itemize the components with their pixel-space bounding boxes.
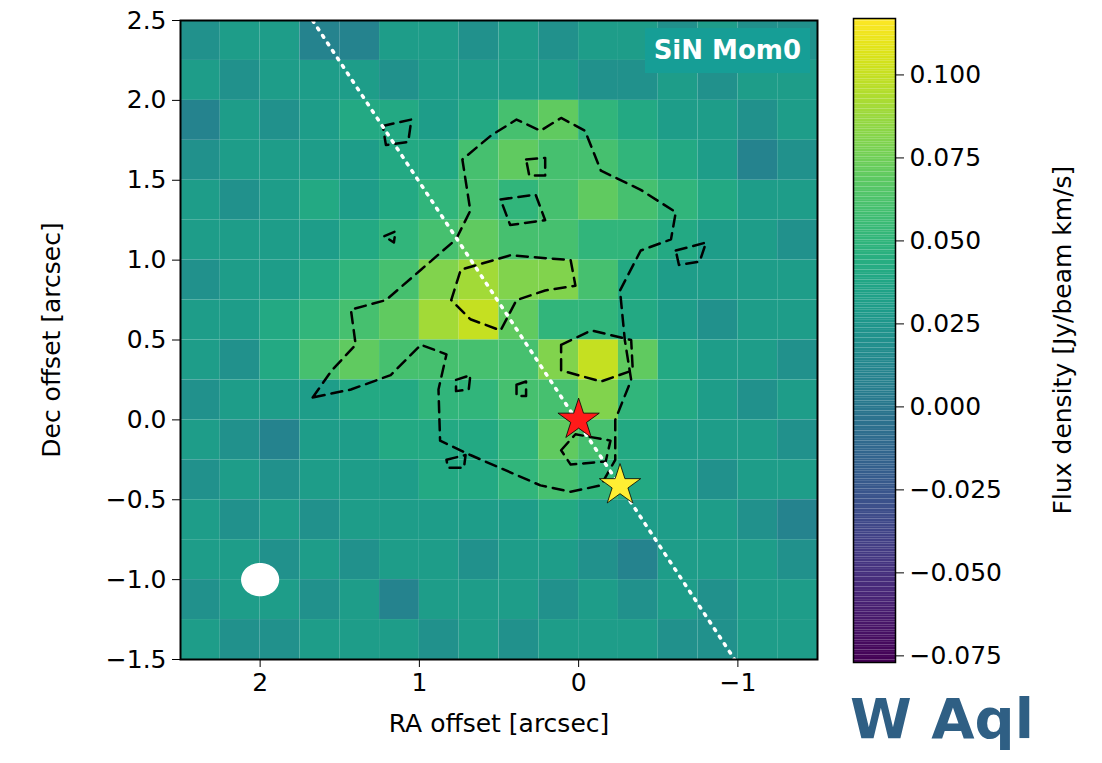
svg-text:2.0: 2.0: [127, 85, 167, 114]
svg-text:Dec offset [arcsec]: Dec offset [arcsec]: [37, 222, 66, 457]
svg-text:0.075: 0.075: [910, 143, 982, 172]
svg-text:0.5: 0.5: [127, 325, 167, 354]
html-text:Flux density [Jy/beam km/s]: Flux density [Jy/beam km/s]: [1047, 165, 1077, 515]
svg-text:RA offset [arcsec]: RA offset [arcsec]: [389, 709, 610, 738]
svg-text:−1: −1: [719, 668, 756, 697]
svg-text:1.0: 1.0: [127, 245, 167, 274]
svg-text:−1.5: −1.5: [106, 645, 167, 674]
svg-text:0.0: 0.0: [127, 405, 167, 434]
svg-text:−0.075: −0.075: [910, 641, 1003, 670]
svg-text:−0.5: −0.5: [106, 485, 167, 514]
svg-text:0: 0: [571, 668, 587, 697]
svg-text:−0.025: −0.025: [910, 475, 1003, 504]
svg-text:2.5: 2.5: [127, 6, 167, 35]
html-text:SiN Mom0: SiN Mom0: [653, 35, 801, 65]
svg-text:−0.050: −0.050: [910, 558, 1003, 587]
svg-text:0.000: 0.000: [910, 392, 982, 421]
svg-text:1.5: 1.5: [127, 165, 167, 194]
svg-text:1: 1: [411, 668, 427, 697]
svg-text:0.100: 0.100: [910, 60, 982, 89]
svg-text:−1.0: −1.0: [106, 565, 167, 594]
svg-text:0.025: 0.025: [910, 309, 982, 338]
svg-text:0.050: 0.050: [910, 226, 982, 255]
svg-text:2: 2: [252, 668, 268, 697]
html-text:W Aql: W Aql: [850, 686, 1034, 751]
